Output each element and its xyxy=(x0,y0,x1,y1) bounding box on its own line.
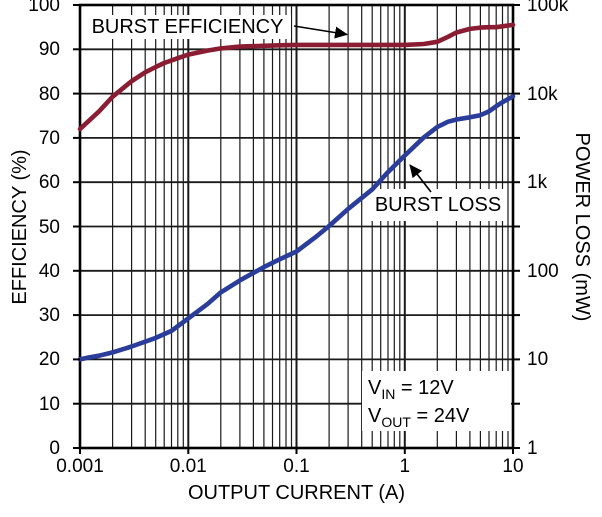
y-left-tick-label: 0 xyxy=(49,438,60,459)
efficiency-arrow xyxy=(293,25,348,39)
y-left-tick-label: 10 xyxy=(38,393,60,415)
y-right-tick-label: 100 xyxy=(527,260,559,282)
y-left-tick-label: 30 xyxy=(38,305,60,327)
y-right-tick-label: 10 xyxy=(527,349,549,371)
y-right-tick-label: 1k xyxy=(527,172,548,194)
vin-condition: VIN = 12V xyxy=(368,377,454,402)
efficiency-curve xyxy=(77,22,516,132)
y-left-tick-label: 40 xyxy=(38,260,60,282)
x-tick-label: 10 xyxy=(502,456,524,477)
x-tick-label: 0.01 xyxy=(169,456,207,477)
right-axis-title: POWER LOSS (mW) xyxy=(571,132,593,322)
conditions-annotation: VIN = 12V VOUT = 24V xyxy=(368,374,469,430)
loss-curve xyxy=(77,94,516,362)
vout-condition: VOUT = 24V xyxy=(368,405,470,430)
loss-arrow xyxy=(409,164,432,193)
burst-efficiency-label: BURST EFFICIENCY xyxy=(91,15,284,38)
y-left-tick-label: 90 xyxy=(38,39,60,61)
burst-loss-label: BURST LOSS xyxy=(374,193,502,216)
x-axis-title: OUTPUT CURRENT (A) xyxy=(187,482,406,504)
x-tick-label: 1 xyxy=(399,456,411,477)
x-tick-label: 0.001 xyxy=(56,456,104,477)
y-right-tick-label: 100k xyxy=(527,0,569,16)
y-right-tick-label: 10k xyxy=(527,83,558,105)
y-left-tick-label: 20 xyxy=(38,349,60,371)
y-left-tick-label: 50 xyxy=(38,216,60,238)
y-left-tick-label: 60 xyxy=(38,172,60,194)
y-left-tick-label: 100 xyxy=(28,0,60,16)
x-tick-label: 0.1 xyxy=(283,456,310,477)
conditions-box xyxy=(362,371,511,431)
efficiency-label-box xyxy=(84,15,291,39)
loss-label-box xyxy=(369,189,507,221)
y-left-tick-label: 70 xyxy=(38,127,60,149)
y-left-tick-label: 80 xyxy=(38,83,60,105)
y-right-tick-label: 1 xyxy=(527,438,538,459)
